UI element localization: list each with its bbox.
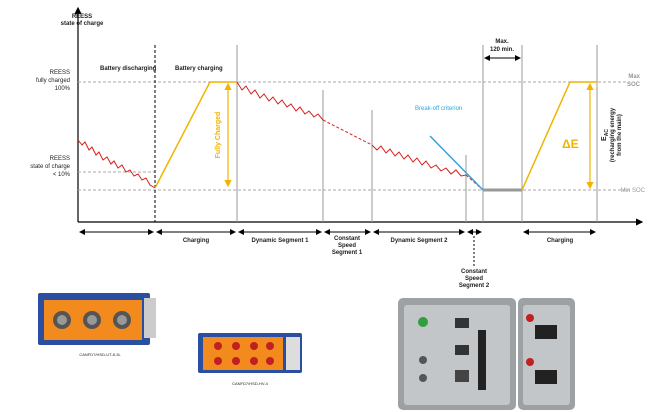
low-label: < 10% (53, 172, 71, 178)
full-label: fully charged (36, 78, 70, 84)
max-soc-label: Max (628, 74, 640, 80)
low-label: state of charge (30, 164, 70, 170)
e-ac-text: from the main) (617, 114, 623, 156)
constant-curve-1 (322, 119, 373, 146)
segment-label: Segment 2 (459, 283, 490, 289)
segment-label: Dynamic Segment 2 (390, 238, 448, 244)
e-ac-label: EAC (recharging energy from the main) (601, 107, 623, 162)
break-off-line (429, 135, 484, 191)
low-label: REESS (50, 156, 70, 162)
max-time-label: Max. (495, 39, 509, 45)
segment-label: Speed (465, 276, 483, 282)
discharge-curve (77, 139, 156, 189)
recharge-curve (521, 81, 597, 191)
y-axis-label: REESS (72, 14, 92, 20)
min-soc-label: Min SOC (621, 188, 646, 194)
delta-e-label: ΔE (562, 137, 579, 151)
segment-label: Constant (461, 269, 487, 275)
product-3 (398, 298, 575, 410)
max-soc-label: SOC (627, 82, 641, 88)
product-1 (38, 293, 156, 345)
segment-label: Speed (338, 243, 356, 249)
phase-label: Battery charging (175, 66, 223, 72)
segment-label: Constant (334, 236, 360, 242)
full-label: 100% (55, 86, 71, 92)
segment-label: Charging (183, 238, 210, 244)
product-caption: CANFD7/HSD-HV-4 (232, 381, 269, 386)
dynamic-curve-1 (236, 81, 324, 121)
dynamic-curve-2 (371, 144, 467, 177)
charge-curve (154, 81, 237, 189)
max-time-label: 120 min. (490, 47, 514, 53)
segment-label: Segment 1 (332, 250, 363, 256)
e-ac-symbol: EAC (601, 129, 610, 141)
fully-charged-label: Fully Charged (215, 112, 222, 159)
phase-label: Battery discharging (100, 66, 157, 72)
break-off-label: Break-off criterion (415, 106, 462, 112)
full-label: REESS (50, 70, 70, 76)
constant-curve-2 (465, 174, 484, 191)
e-ac-text: (recharging energy (610, 107, 616, 162)
product-caption: CANFD7/HSD-UT-8-3L (79, 352, 121, 357)
y-axis-label: state of charge (61, 21, 104, 27)
segment-label: Charging (547, 238, 574, 244)
segment-label: Dynamic Segment 1 (251, 238, 309, 244)
product-2 (198, 333, 302, 373)
